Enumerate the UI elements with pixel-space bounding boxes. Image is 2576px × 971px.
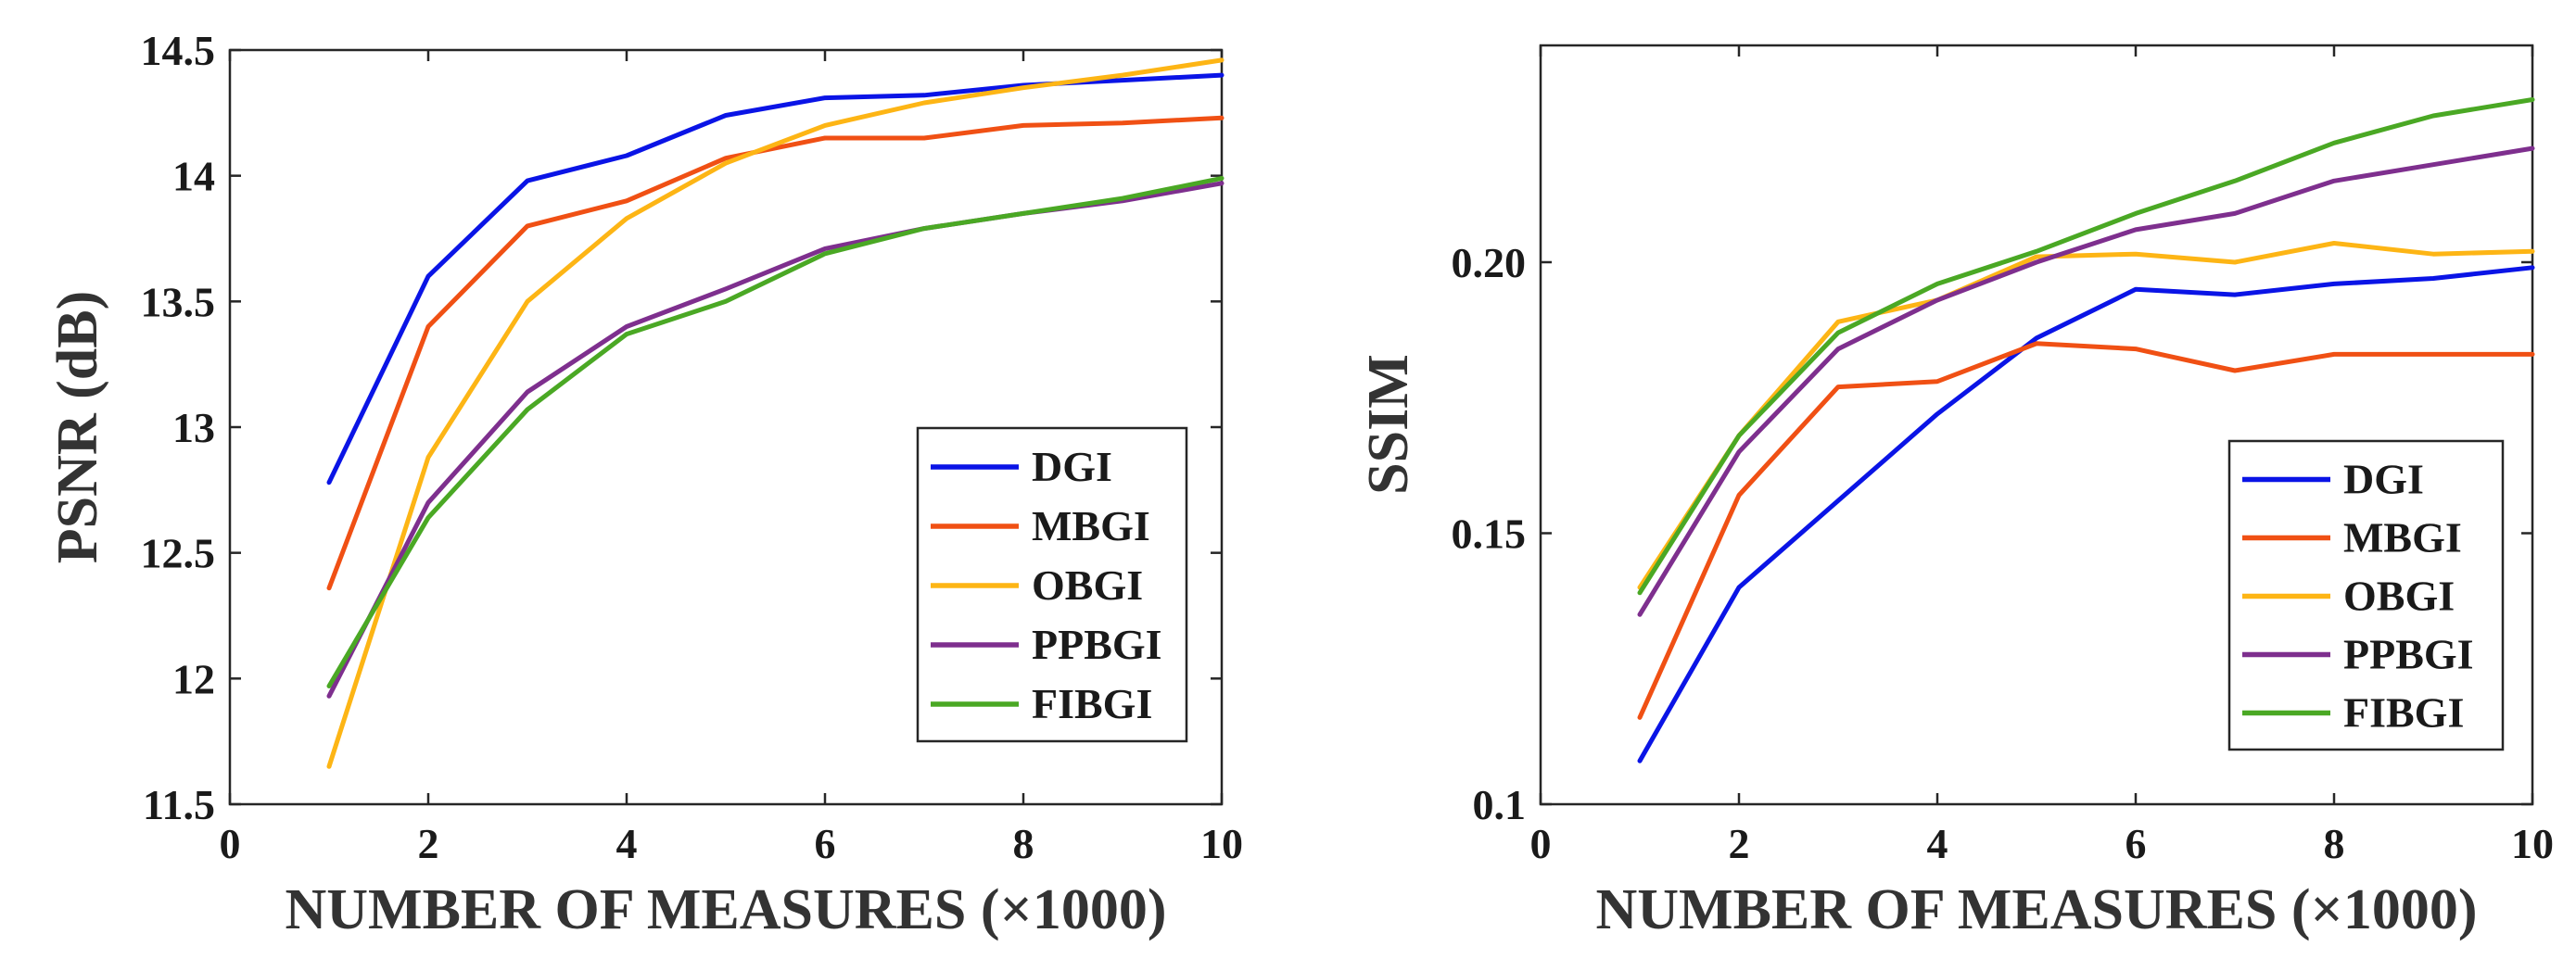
legend-label: FIBGI: [1032, 680, 1152, 727]
y-tick-label: 12: [172, 655, 215, 702]
x-tick-label: 2: [1729, 820, 1750, 867]
y-tick-label: 13: [172, 404, 215, 451]
y-tick-label: 11.5: [143, 781, 215, 828]
x-tick-label: 8: [1013, 820, 1034, 867]
y-tick-label: 0.20: [1452, 239, 1527, 286]
legend: DGI MBGI OBGI PPBGI FIBGI: [2227, 439, 2505, 751]
y-tick-label: 14: [172, 153, 215, 200]
chart-2: 0 2 4 6 8 10 0.1 0.15 0.20 NUMBER OF MEASURES (×1…: [1357, 44, 2554, 941]
x-tick-label: 0: [1530, 820, 1552, 867]
y-tick-label: 13.5: [141, 278, 216, 325]
series-line-ppbgi: [1637, 145, 2535, 617]
legend-label: PPBGI: [1032, 621, 1162, 668]
legend-label: MBGI: [2343, 514, 2462, 561]
y-tick-label: 14.5: [141, 27, 216, 74]
series-line-obgi: [1637, 241, 2535, 590]
legend-label: PPBGI: [2343, 631, 2474, 678]
x-tick-label: 2: [418, 820, 439, 867]
x-axis-label: NUMBER OF MEASURES (×1000): [286, 878, 1167, 941]
x-tick-label: 4: [616, 820, 638, 867]
legend-label: OBGI: [2343, 573, 2455, 620]
x-tick-label: 4: [1927, 820, 1948, 867]
legend-label: DGI: [2343, 456, 2424, 503]
legend-label: DGI: [1032, 443, 1112, 490]
x-tick-label: 8: [2324, 820, 2345, 867]
x-tick-label: 0: [220, 820, 241, 867]
y-tick-label: 0.15: [1452, 511, 1527, 558]
x-tick-label: 10: [2511, 820, 2554, 867]
y-tick-label: 0.1: [1473, 781, 1527, 828]
legend: DGI MBGI OBGI PPBGI FIBGI: [916, 426, 1188, 743]
series-line-fibgi: [326, 175, 1225, 688]
legend-label: FIBGI: [2343, 689, 2464, 737]
x-tick-label: 6: [815, 820, 836, 867]
series-line-obgi: [326, 57, 1225, 769]
legend-label: OBGI: [1032, 561, 1143, 609]
legend-box: [916, 426, 1188, 743]
x-tick-label: 10: [1200, 820, 1243, 867]
x-axis-label: NUMBER OF MEASURES (×1000): [1596, 878, 2478, 941]
chart-1: 0 2 4 6 8 10 11.5 12 12.5 13 13.5 14 14.5 NUMBER OF M…: [46, 27, 1243, 941]
y-axis-label: SSIM: [1357, 354, 1420, 495]
legend-label: MBGI: [1032, 502, 1150, 549]
x-tick-label: 6: [2126, 820, 2147, 867]
y-tick-label: 12.5: [141, 530, 216, 577]
y-axis-label: PSNR (dB): [46, 291, 109, 564]
series-line-mbgi: [1637, 341, 2535, 720]
series-line-fibgi: [1637, 97, 2535, 596]
series-line-mbgi: [326, 115, 1225, 591]
series-line-dgi: [1637, 265, 2535, 763]
